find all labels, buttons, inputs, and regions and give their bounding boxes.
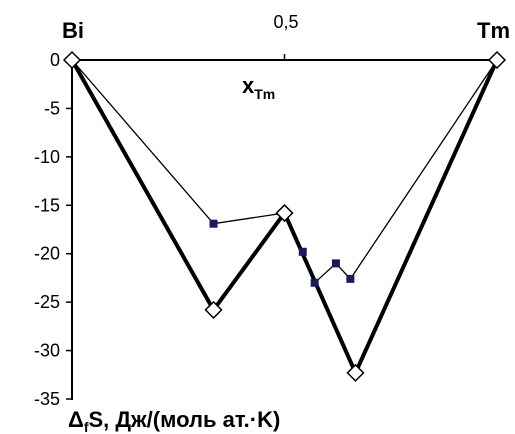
data-point-square [346, 274, 355, 283]
y-tick-label: -5 [44, 98, 60, 118]
corner-label-bi: Bi [62, 18, 84, 43]
y-axis-label-sub: f [84, 419, 89, 434]
y-axis-label-rest: S, Дж/(моль ат.·K) [88, 407, 280, 432]
y-tick-label: -20 [34, 244, 60, 264]
labels: Bi Tm 0,5 xTm ΔfS, Дж/(моль ат.·K) [62, 12, 510, 434]
data-point-diamond [275, 203, 294, 223]
data-point-square [331, 259, 340, 268]
data-point-square [209, 219, 218, 228]
x-axis-label-main: x [242, 73, 255, 98]
y-tick-label: 0 [50, 50, 60, 70]
y-axis-label-delta: Δ [68, 407, 84, 432]
y-tick-label: -30 [34, 341, 60, 361]
data-point-diamond [62, 50, 82, 70]
data-point-square [298, 247, 307, 256]
y-axis-label: ΔfS, Дж/(моль ат.·K) [68, 407, 280, 434]
top-tick-label: 0,5 [273, 12, 298, 32]
x-axis-label: xTm [242, 73, 275, 102]
y-tick-label: -10 [34, 147, 60, 167]
y-tick-label: -15 [34, 195, 60, 215]
series-layer [62, 50, 507, 382]
data-point-diamond [346, 363, 365, 382]
data-point-square [310, 278, 319, 287]
x-axis-label-sub: Tm [254, 86, 275, 102]
corner-label-tm: Tm [477, 18, 510, 43]
axes: 0 -5 -10 -15 -20 -25 -30 -35 [34, 50, 498, 409]
data-point-diamond [487, 50, 507, 70]
y-tick-label: -35 [34, 389, 60, 409]
data-point-diamond [204, 300, 223, 319]
y-tick-label: -25 [34, 292, 60, 312]
